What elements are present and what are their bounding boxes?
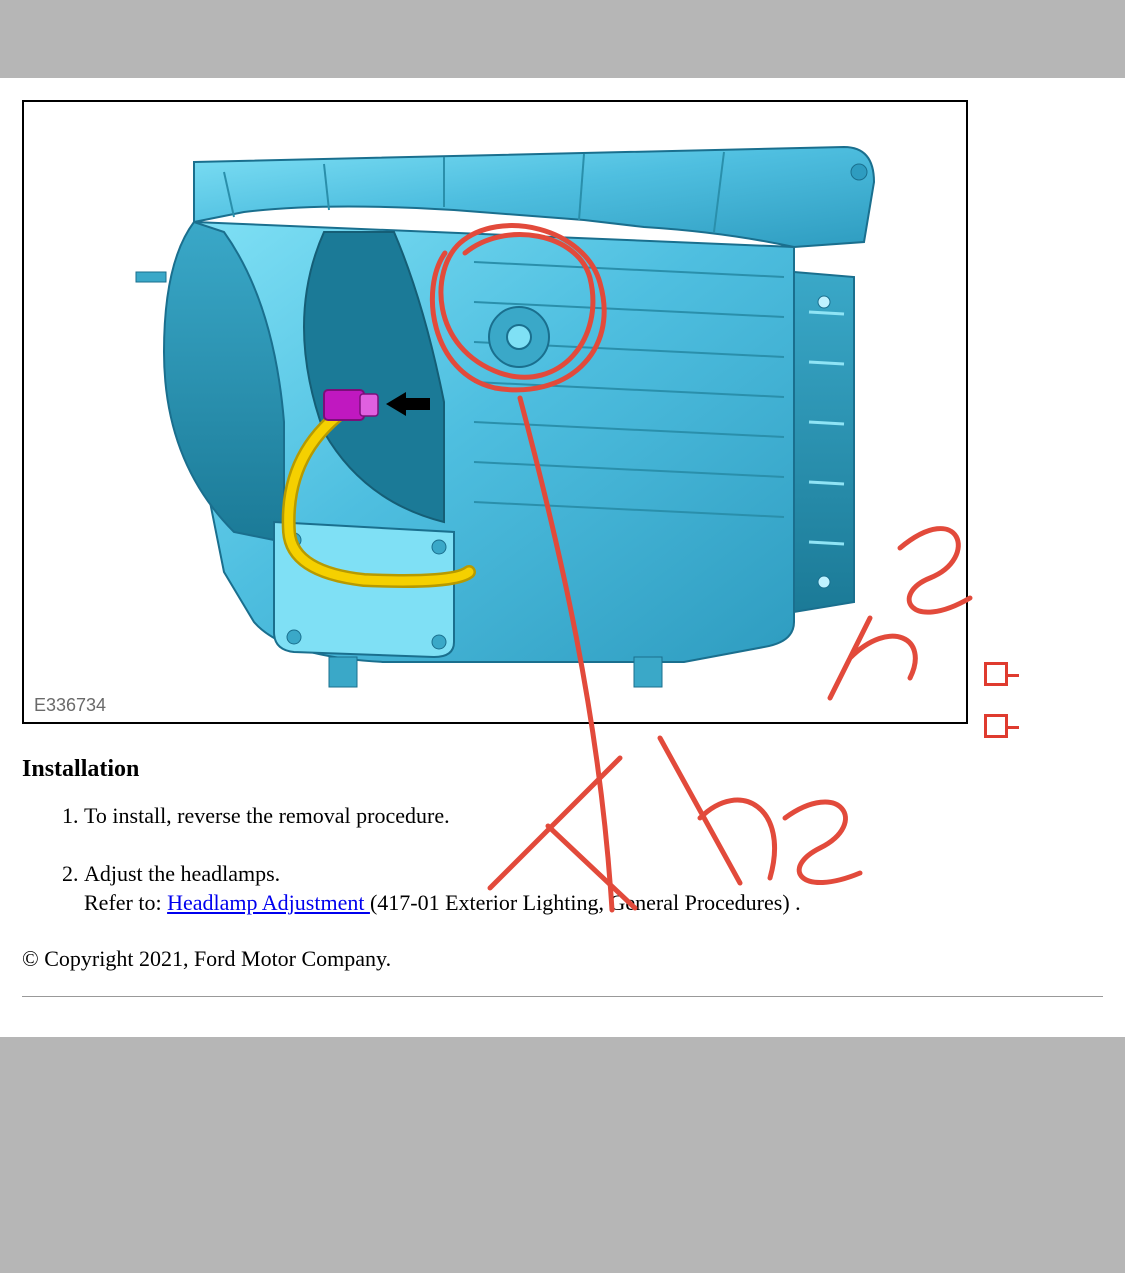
- horizontal-rule: [22, 996, 1103, 997]
- side-bracket: [794, 272, 854, 612]
- bracket-hole: [818, 296, 830, 308]
- standoff: [634, 657, 662, 687]
- adjustment-screw: [507, 325, 531, 349]
- bracket-hole: [818, 576, 830, 588]
- module-screw: [432, 635, 446, 649]
- annotation-marker: [984, 714, 1008, 738]
- electrical-connector: [324, 390, 378, 420]
- module-screw: [432, 540, 446, 554]
- step-text: To install, reverse the removal procedur…: [84, 803, 450, 828]
- section-heading-installation: Installation: [22, 756, 1103, 783]
- housing-stub: [136, 272, 166, 282]
- refer-suffix: (417-01 Exterior Lighting, General Proce…: [370, 890, 801, 915]
- installation-steps: To install, reverse the removal procedur…: [50, 801, 1103, 918]
- annotation-marker: [984, 662, 1008, 686]
- refer-prefix: Refer to:: [84, 890, 167, 915]
- module-screw: [287, 630, 301, 644]
- document-page: E336734 Installation To install, reverse…: [0, 78, 1125, 1037]
- figure-id-label: E336734: [34, 695, 106, 716]
- mount-hole: [851, 164, 867, 180]
- step-item: To install, reverse the removal procedur…: [84, 801, 1103, 831]
- figure-frame: E336734: [22, 100, 968, 724]
- headlamp-assembly-diagram: [24, 102, 966, 722]
- step-text: Adjust the headlamps.: [84, 861, 280, 886]
- standoff: [329, 657, 357, 687]
- step-item: Adjust the headlamps. Refer to: Headlamp…: [84, 859, 1103, 918]
- copyright-notice: © Copyright 2021, Ford Motor Company.: [22, 946, 1103, 972]
- headlamp-adjustment-link[interactable]: Headlamp Adjustment: [167, 890, 370, 915]
